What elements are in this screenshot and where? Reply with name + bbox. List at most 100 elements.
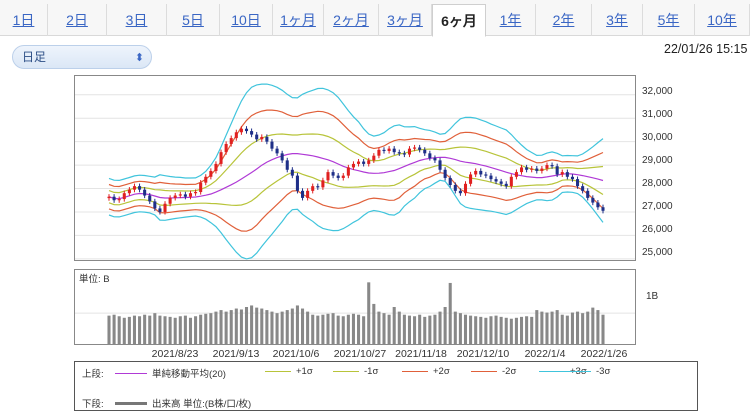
volume-bar bbox=[463, 314, 468, 344]
candle-body bbox=[239, 128, 243, 133]
volume-bar bbox=[209, 313, 213, 344]
tab-10y[interactable]: 10年 bbox=[695, 4, 750, 36]
volume-bar bbox=[239, 309, 243, 344]
tab-10d[interactable]: 10日 bbox=[220, 4, 273, 36]
volume-bar bbox=[433, 314, 437, 344]
tab-6m[interactable]: 6ヶ月 bbox=[432, 4, 486, 37]
volume-bar bbox=[346, 314, 350, 344]
candle-body bbox=[122, 193, 126, 200]
candle-body bbox=[331, 172, 335, 176]
candle-body bbox=[402, 153, 406, 155]
volume-bar bbox=[550, 311, 554, 344]
legend-item-plus1sigma: +1σ bbox=[265, 366, 313, 377]
candle-body bbox=[519, 167, 524, 173]
date-tick-label: 2021/10/27 bbox=[333, 348, 387, 360]
candle-body bbox=[407, 148, 412, 155]
candle-body bbox=[112, 196, 116, 201]
tab-1d[interactable]: 1日 bbox=[0, 4, 48, 36]
sma-line bbox=[108, 152, 604, 200]
date-tick-label: 2021/10/6 bbox=[272, 348, 320, 360]
price-tick-label: 27,000 bbox=[642, 201, 673, 212]
volume-bar bbox=[372, 303, 376, 344]
band-plus3sigma-line bbox=[108, 83, 604, 182]
candle-body bbox=[326, 172, 330, 181]
candle-body bbox=[280, 153, 284, 161]
candle-body bbox=[367, 160, 371, 164]
tab-1y[interactable]: 1年 bbox=[486, 4, 536, 36]
candle-body bbox=[530, 168, 534, 170]
candle-body bbox=[153, 201, 157, 209]
volume-bar bbox=[178, 316, 182, 344]
candle-body bbox=[387, 148, 391, 152]
volume-bar bbox=[397, 311, 401, 344]
volume-bar bbox=[341, 316, 345, 344]
candle-body bbox=[509, 176, 513, 187]
tab-3d[interactable]: 3日 bbox=[107, 4, 167, 36]
legend-item-label: 単純移動平均(20) bbox=[152, 369, 226, 380]
candle-body bbox=[397, 152, 401, 154]
legend-swatch bbox=[265, 371, 291, 372]
candle-body bbox=[300, 190, 305, 198]
candle-body bbox=[372, 155, 376, 161]
candle-body bbox=[199, 182, 203, 193]
legend-item-minus2sigma: -2σ bbox=[471, 366, 516, 377]
band-minus2sigma-line bbox=[108, 172, 604, 232]
candle-body bbox=[596, 202, 600, 208]
candle-body bbox=[377, 149, 381, 156]
candle-body bbox=[357, 161, 361, 164]
candle-body bbox=[423, 149, 427, 154]
legend-lower-label: 下段: bbox=[82, 399, 104, 410]
candle-body bbox=[158, 208, 162, 212]
candle-body bbox=[514, 172, 518, 177]
price-tick-label: 31,000 bbox=[642, 109, 673, 120]
candle-body bbox=[138, 186, 142, 190]
volume-bar bbox=[525, 316, 529, 344]
candle-body bbox=[346, 167, 350, 176]
legend-item-minus3sigma: -3σ bbox=[565, 366, 610, 377]
volume-bar bbox=[168, 316, 172, 344]
candle-body bbox=[550, 165, 554, 167]
period-select[interactable]: 日足 ⬍ bbox=[12, 45, 152, 69]
tab-5d[interactable]: 5日 bbox=[167, 4, 220, 36]
volume-bar bbox=[183, 315, 187, 344]
tab-2d[interactable]: 2日 bbox=[48, 4, 107, 36]
tab-3m[interactable]: 3ヶ月 bbox=[379, 4, 432, 36]
volume-bar bbox=[407, 315, 412, 344]
candle-body bbox=[178, 194, 182, 196]
volume-bar bbox=[448, 282, 452, 344]
candle-body bbox=[601, 207, 605, 211]
volume-bar bbox=[311, 314, 315, 344]
volume-bar bbox=[418, 314, 422, 344]
volume-bar bbox=[479, 316, 483, 344]
candle-body bbox=[224, 143, 228, 153]
band-minus1sigma-line bbox=[108, 164, 604, 207]
candle-body bbox=[535, 168, 539, 171]
volume-bar bbox=[255, 307, 259, 344]
price-tick-label: 25,000 bbox=[642, 247, 673, 258]
candle-body bbox=[168, 197, 172, 204]
tab-2y[interactable]: 2年 bbox=[536, 4, 592, 36]
candle-body bbox=[418, 147, 422, 150]
candle-body bbox=[362, 161, 366, 164]
volume-bar bbox=[351, 313, 355, 344]
candle-body bbox=[163, 203, 167, 212]
candle-body bbox=[494, 179, 498, 182]
candle-body bbox=[265, 136, 269, 142]
candle-body bbox=[306, 190, 310, 198]
legend-item-label: +1σ bbox=[296, 366, 313, 377]
volume-bar bbox=[204, 313, 208, 344]
tab-3y[interactable]: 3年 bbox=[592, 4, 643, 36]
tab-2m[interactable]: 2ヶ月 bbox=[324, 4, 379, 36]
volume-bar bbox=[438, 311, 442, 344]
volume-bar bbox=[392, 307, 396, 344]
volume-bar bbox=[122, 317, 126, 344]
tab-1m[interactable]: 1ヶ月 bbox=[273, 4, 324, 36]
candle-body bbox=[489, 175, 493, 180]
candle-body bbox=[545, 165, 549, 169]
candle-body bbox=[219, 152, 223, 164]
tab-5y[interactable]: 5年 bbox=[643, 4, 695, 36]
volume-bar bbox=[586, 311, 590, 344]
candle-body bbox=[204, 176, 208, 183]
volume-bar bbox=[570, 312, 574, 344]
volume-bar bbox=[504, 317, 508, 344]
